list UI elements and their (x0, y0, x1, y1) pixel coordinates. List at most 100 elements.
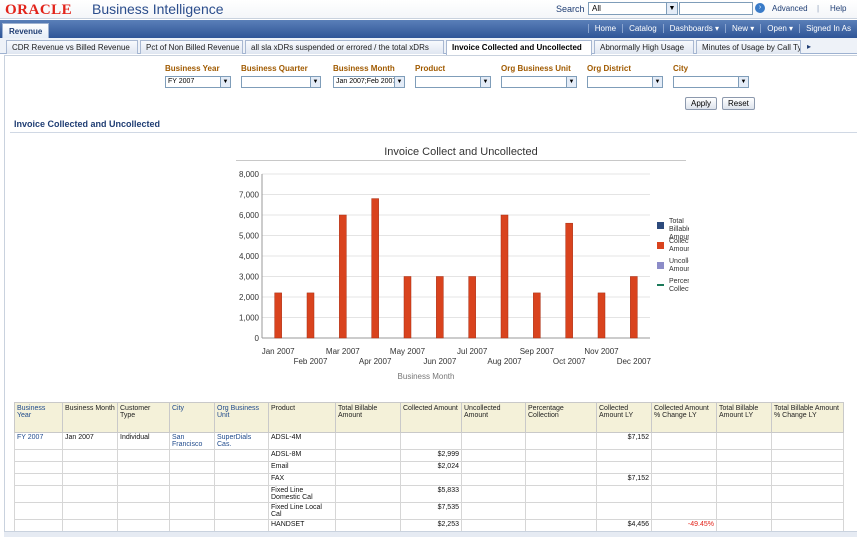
header-city[interactable]: City (169, 402, 215, 433)
table-cell (651, 461, 717, 474)
table-cell (117, 519, 170, 532)
nav-open[interactable]: Open ▾ (760, 24, 799, 33)
table-cell (335, 449, 401, 462)
product-select[interactable]: ▼ (415, 76, 491, 88)
city-select[interactable]: ▼ (673, 76, 749, 88)
header-total-billable: Total Billable Amount (335, 402, 401, 433)
prompt-label: Business Quarter (241, 64, 308, 73)
table-row: Fixed Line Domestic Cal $5,833 (14, 485, 844, 503)
nav-signed-in[interactable]: Signed In As (799, 24, 857, 33)
header-org-business-unit[interactable]: Org Business Unit (214, 402, 269, 433)
chevron-down-icon: ▼ (666, 3, 677, 14)
tab-cdr-revenue[interactable]: CDR Revenue vs Billed Revenue (6, 40, 138, 54)
table-cell: Fixed Line Local Cal (268, 502, 336, 520)
business-quarter-select[interactable]: ▼ (241, 76, 321, 88)
prompt-business-month: Business Month Jan 2007;Feb 2007 ▼ (333, 64, 405, 88)
search-scope-value: All (592, 4, 601, 13)
search-input[interactable] (679, 2, 753, 15)
tabs-more-icon[interactable]: ▸ (806, 42, 811, 51)
table-cell (596, 461, 652, 474)
header-business-month: Business Month (62, 402, 118, 433)
chevron-down-icon: ▼ (566, 77, 576, 87)
chevron-down-icon: ▼ (220, 77, 230, 87)
legend-label: Total Billable Amount (669, 218, 689, 241)
search-go-icon[interactable]: › (755, 3, 765, 13)
header-uncollected: Uncollected Amount (461, 402, 526, 433)
table-row: Fixed Line Local Cal $7,535 (14, 502, 844, 520)
nav-home[interactable]: Home (587, 24, 622, 33)
results-table: Business Year Business Month Customer Ty… (14, 402, 844, 532)
table-cell (596, 449, 652, 462)
table-cell (651, 502, 717, 520)
select-value: FY 2007 (168, 78, 195, 85)
header-collected-ly: Collected Amount LY (596, 402, 652, 433)
org-business-unit-select[interactable]: ▼ (501, 76, 577, 88)
table-cell (525, 485, 597, 503)
tab-invoice-collected[interactable]: Invoice Collected and Uncollected (446, 40, 592, 55)
x-tick-label: Dec 2007 (617, 357, 652, 366)
table-cell (62, 473, 118, 486)
table-cell (716, 519, 772, 532)
table-cell (62, 502, 118, 520)
tab-minutes-of-usage[interactable]: Minutes of Usage by Call Type (696, 40, 801, 54)
table-cell (62, 485, 118, 503)
legend-swatch (657, 222, 664, 229)
oracle-logo: ORACLE (5, 2, 73, 18)
content-frame (4, 55, 857, 537)
table-cell (461, 449, 526, 462)
nav-new[interactable]: New ▾ (725, 24, 760, 33)
table-row: HANDSET $2,253 $4,456 -49.45% (14, 519, 844, 532)
tab-abnormally-high-usage[interactable]: Abnormally High Usage (594, 40, 694, 54)
table-cell (335, 485, 401, 503)
y-tick-label: 2,000 (239, 293, 260, 302)
legend-swatch (657, 284, 664, 286)
header-business-year[interactable]: Business Year (14, 402, 63, 433)
table-cell (525, 502, 597, 520)
page-tabs: CDR Revenue vs Billed Revenue Pct of Non… (0, 38, 857, 55)
horizontal-scrollbar[interactable] (4, 531, 857, 537)
business-month-select[interactable]: Jan 2007;Feb 2007 ▼ (333, 76, 405, 88)
search-scope-select[interactable]: All ▼ (588, 2, 678, 15)
legend-item: Collected Amount (657, 238, 689, 258)
reset-button[interactable]: Reset (722, 97, 755, 110)
table-cell: ADSL-8M (268, 449, 336, 462)
tab-pct-non-billed[interactable]: Pct of Non Billed Revenue (140, 40, 243, 54)
advanced-link[interactable]: Advanced (772, 4, 808, 13)
business-year-select[interactable]: FY 2007 ▼ (165, 76, 231, 88)
table-cell (525, 449, 597, 462)
product-name: Business Intelligence (92, 1, 224, 17)
table-cell: Jan 2007 (62, 432, 118, 450)
bar-chart: 0 1,000 2,000 3,000 4,000 5,000 6,000 7,000 8,00… (239, 170, 652, 381)
table-cell[interactable]: FY 2007 (14, 432, 63, 450)
nav-bar: Revenue Home Catalog Dashboards ▾ New ▾ … (0, 20, 857, 38)
apply-button[interactable]: Apply (685, 97, 718, 110)
table-cell (169, 502, 215, 520)
tab-suspended-xdrs[interactable]: all sla xDRs suspended or errored / the … (245, 40, 444, 54)
select-value: Jan 2007;Feb 2007 (336, 78, 397, 85)
dashboard-tab-revenue[interactable]: Revenue (2, 23, 50, 38)
table-cell[interactable]: San Francisco (169, 432, 215, 450)
table-cell (461, 485, 526, 503)
nav-catalog[interactable]: Catalog (622, 24, 663, 33)
x-tick-label: Jan 2007 (262, 347, 295, 356)
table-cell (771, 461, 844, 474)
table-cell[interactable]: SuperDials Cas. (214, 432, 269, 450)
table-cell (169, 473, 215, 486)
y-tick-label: 6,000 (239, 211, 260, 220)
table-cell (214, 473, 269, 486)
table-cell (596, 485, 652, 503)
table-cell: ADSL-4M (268, 432, 336, 450)
bar-sep-2007 (533, 292, 541, 339)
header-customer-type: Customer Type (117, 402, 170, 433)
table-cell (771, 449, 844, 462)
table-cell (14, 449, 63, 462)
help-link[interactable]: Help (830, 4, 847, 13)
table-cell: $4,456 (596, 519, 652, 532)
nav-dashboards[interactable]: Dashboards ▾ (662, 24, 725, 33)
table-cell (335, 473, 401, 486)
prompt-org-business-unit: Org Business Unit ▼ (501, 64, 577, 88)
org-district-select[interactable]: ▼ (587, 76, 663, 88)
table-cell (651, 449, 717, 462)
table-cell: FAX (268, 473, 336, 486)
chevron-down-icon: ▼ (310, 77, 320, 87)
